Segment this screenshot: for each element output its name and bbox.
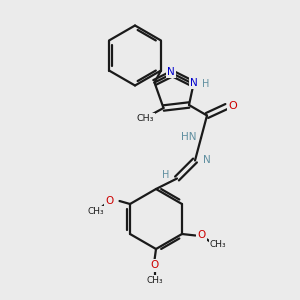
Text: O: O (228, 100, 237, 111)
Text: CH₃: CH₃ (210, 240, 226, 249)
Text: CH₃: CH₃ (146, 276, 163, 285)
Text: H: H (202, 79, 210, 89)
Text: N: N (167, 67, 175, 77)
Text: O: O (105, 196, 113, 206)
Text: O: O (150, 260, 159, 271)
Text: N: N (202, 155, 210, 165)
Text: CH₃: CH₃ (137, 114, 154, 123)
Text: CH₃: CH₃ (87, 207, 104, 216)
Text: N: N (190, 78, 198, 88)
Text: H: H (162, 170, 169, 181)
Text: O: O (197, 230, 206, 241)
Text: HN: HN (181, 131, 196, 142)
